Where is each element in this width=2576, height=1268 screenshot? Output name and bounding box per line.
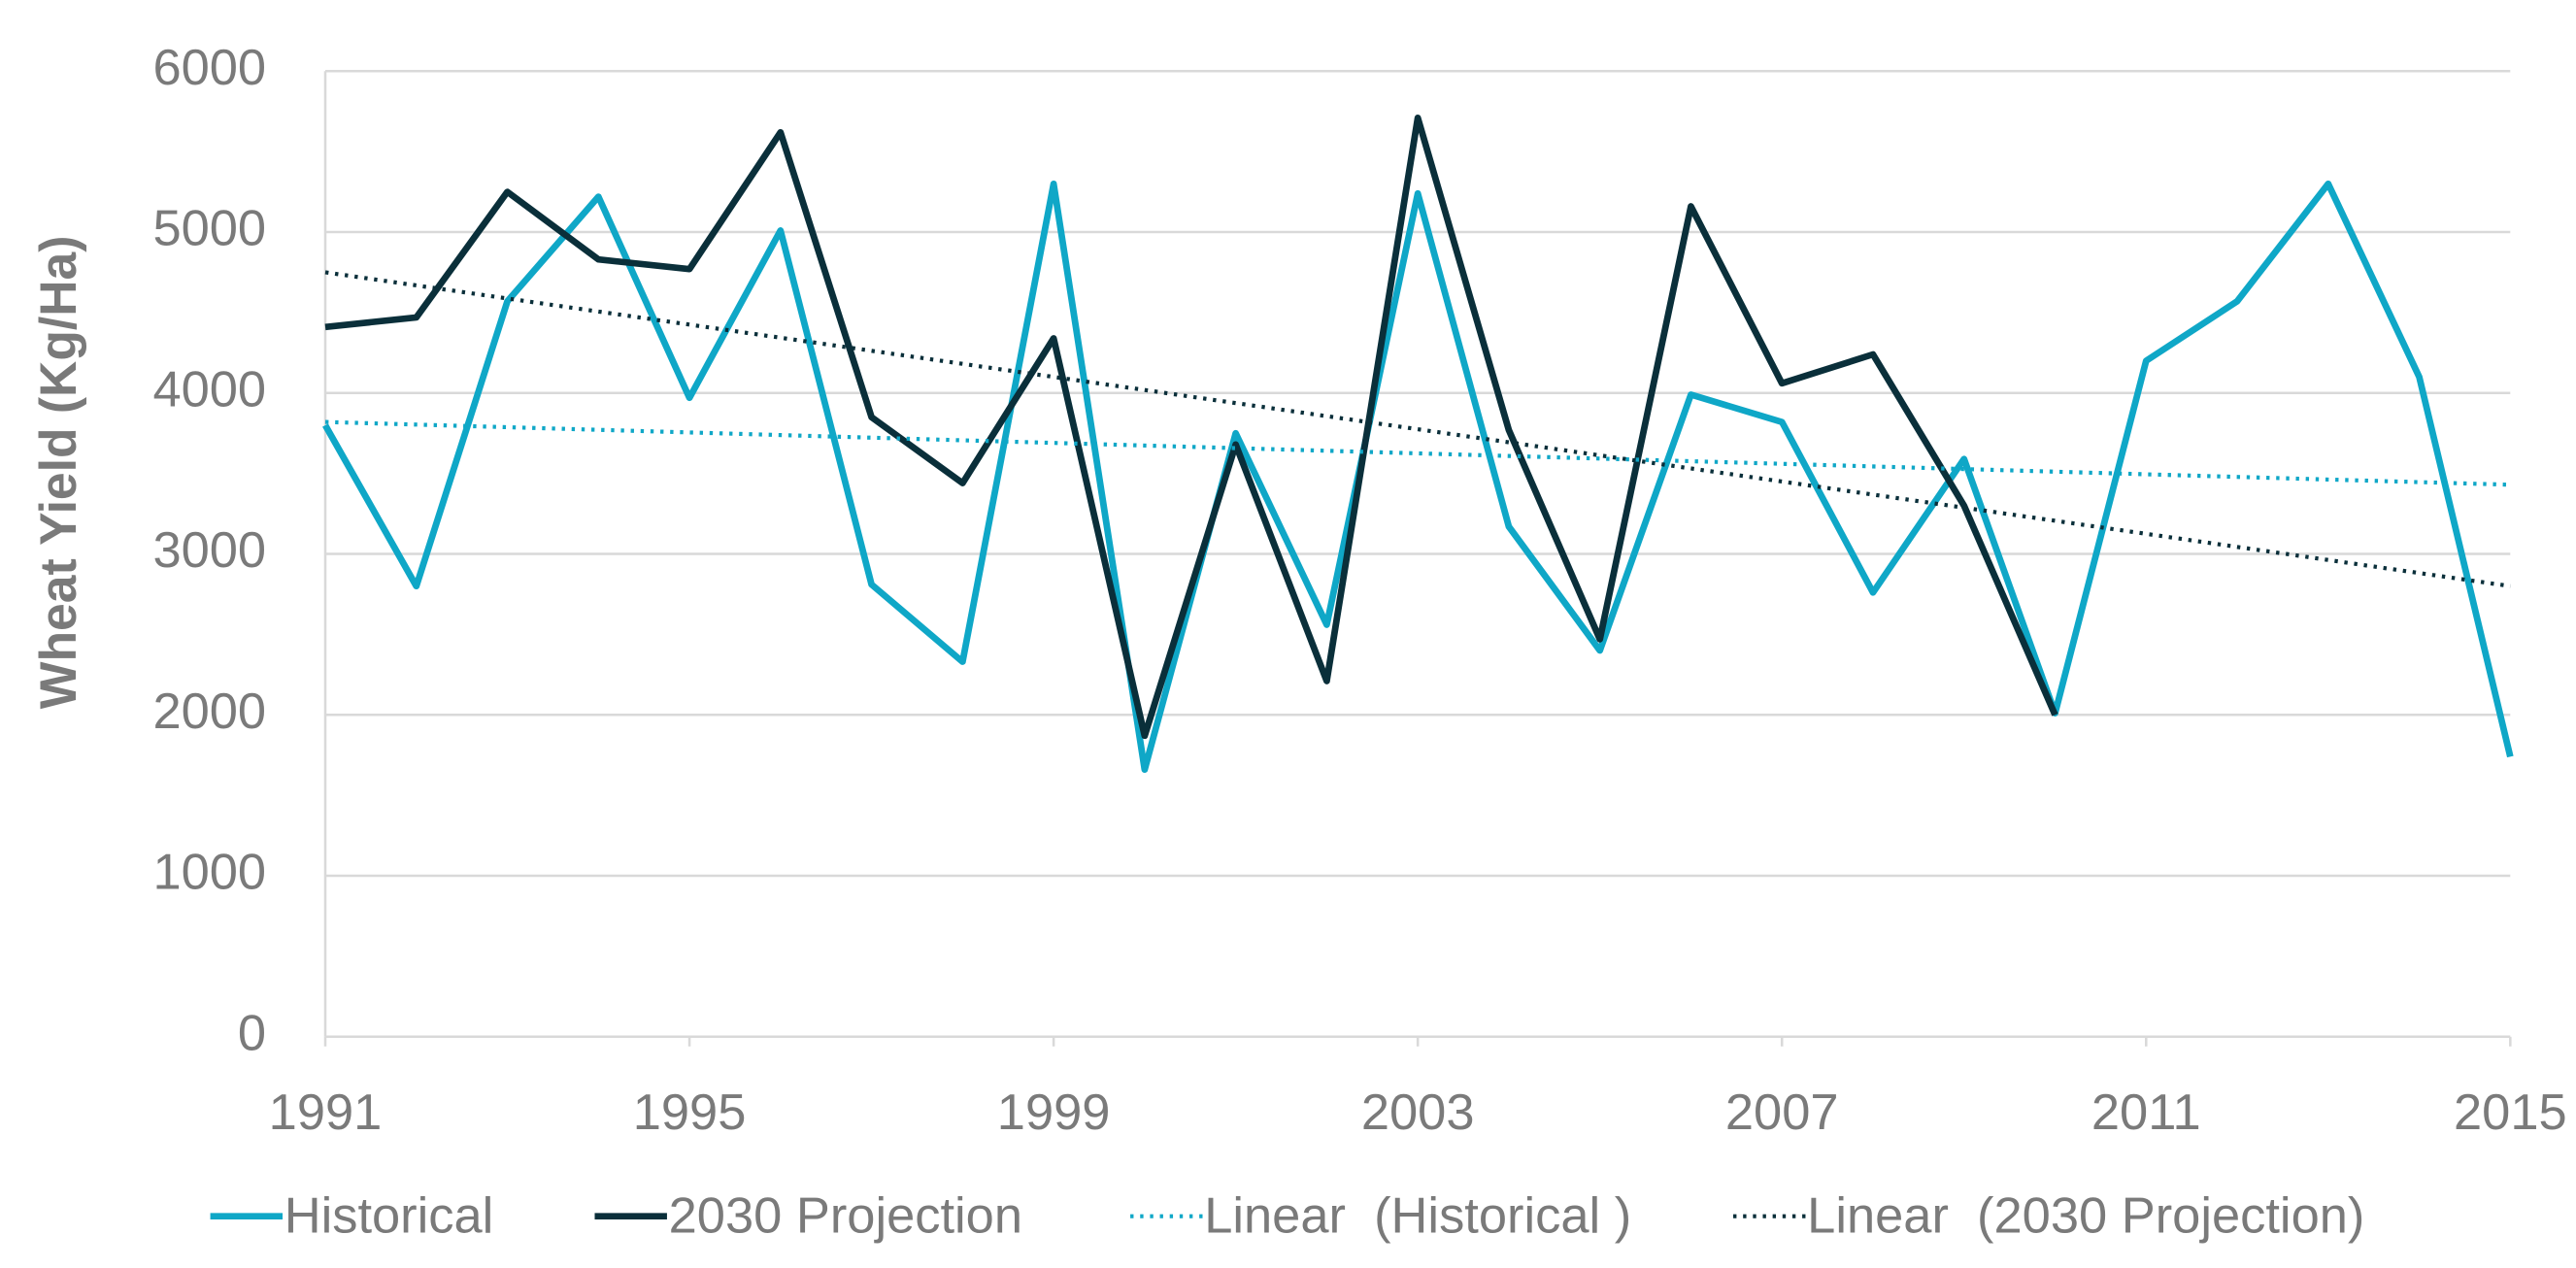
trend-line (324, 270, 2511, 588)
x-tick-label: 1995 (633, 1084, 747, 1141)
x-tick-label: 1999 (997, 1084, 1111, 1141)
y-tick-label: 4000 (152, 362, 266, 418)
y-tick-label: 1000 (152, 845, 266, 901)
y-tick-label: 3000 (152, 523, 266, 580)
y-tick-label: 0 (238, 1006, 266, 1062)
x-tick-label: 2003 (1361, 1084, 1475, 1141)
y-tick-label: 6000 (152, 40, 266, 96)
x-tick-label: 1991 (269, 1084, 383, 1141)
x-tick-label: 2015 (2454, 1084, 2567, 1141)
y-tick-label: 5000 (152, 201, 266, 257)
y-tick-label: 2000 (152, 684, 266, 740)
x-tick-label: 2011 (2091, 1084, 2201, 1141)
legend-label: Linear (Historical ) (1204, 1188, 1631, 1245)
x-tick-label: 2007 (1725, 1084, 1839, 1141)
trend-line (324, 419, 2511, 487)
legend-label: Historical (284, 1188, 494, 1245)
legend-label: 2030 Projection (669, 1188, 1022, 1245)
y-axis-title: Wheat Yield (Kg/Ha) (31, 236, 87, 710)
series-line (324, 115, 2058, 740)
legend-label: Linear (2030 Projection) (1807, 1188, 2364, 1245)
series-line (322, 180, 2514, 773)
